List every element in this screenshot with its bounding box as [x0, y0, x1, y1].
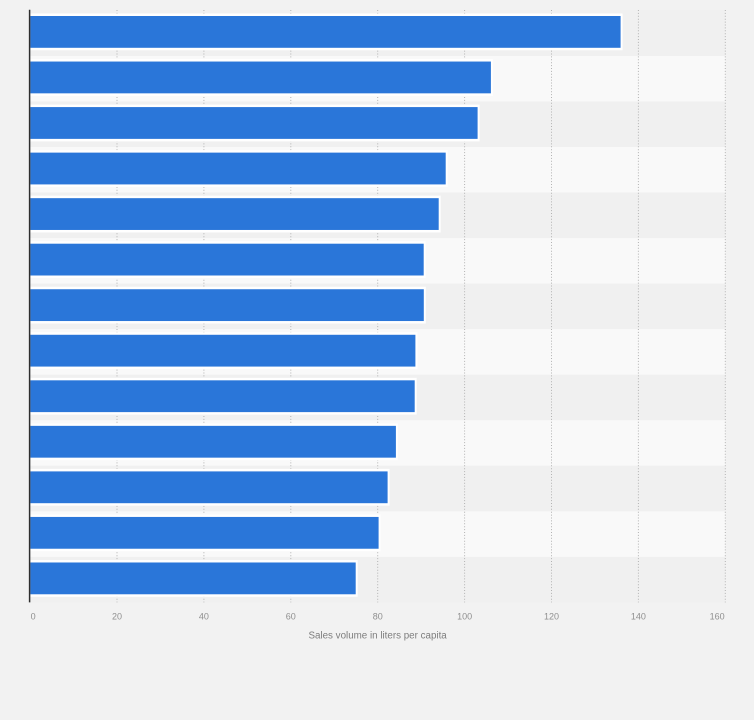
svg-text:60: 60 — [286, 612, 296, 622]
svg-text:Sales volume in liters per cap: Sales volume in liters per capita — [308, 631, 447, 642]
svg-text:160: 160 — [710, 612, 725, 622]
svg-text:0: 0 — [31, 612, 36, 622]
svg-text:120: 120 — [544, 612, 559, 622]
svg-text:80: 80 — [373, 612, 383, 622]
svg-text:100: 100 — [457, 612, 472, 622]
svg-text:140: 140 — [631, 612, 646, 622]
svg-text:20: 20 — [112, 612, 122, 622]
svg-text:40: 40 — [199, 612, 209, 622]
